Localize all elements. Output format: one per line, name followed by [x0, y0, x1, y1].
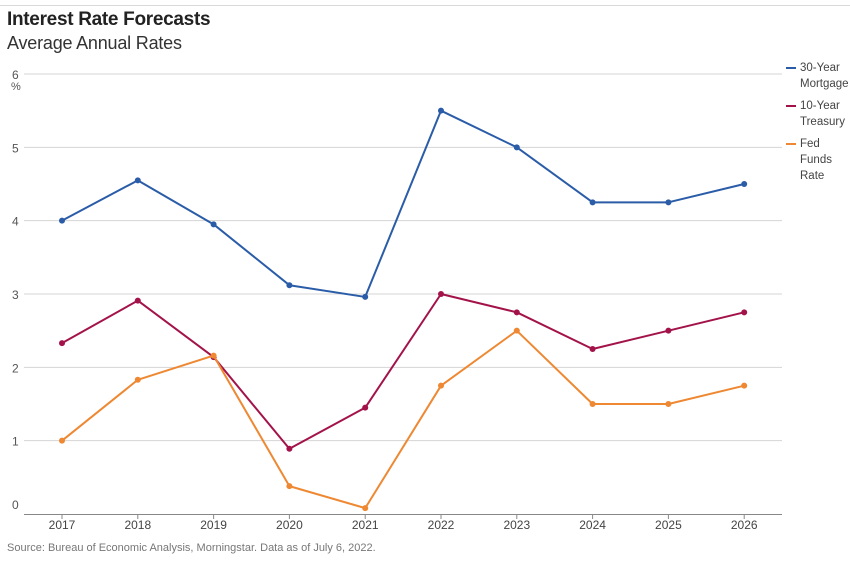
legend-item-treasury: 10-Year Treasury [786, 98, 850, 130]
y-tick-label-5: 5 [12, 141, 19, 155]
series-line-mortgage [61, 109, 746, 298]
chart-subtitle: Average Annual Rates [7, 33, 182, 53]
legend-item-fed-funds: Fed Funds Rate [786, 136, 850, 184]
legend-swatch-mortgage [786, 67, 796, 69]
x-tick-label-2019: 2019 [200, 518, 227, 532]
data-point-fed-funds-2020 [286, 483, 293, 490]
y-tick-label-1: 1 [12, 435, 19, 449]
chart-legend: 30-Year Mortgage 10-Year Treasury Fed Fu… [786, 60, 850, 190]
data-point-treasury-2022 [438, 291, 444, 297]
legend-label-mortgage: 30-Year Mortgage [800, 62, 849, 90]
data-point-mortgage-2023 [513, 144, 520, 151]
y-tick-label-0: 0 [12, 498, 19, 512]
series-treasury [59, 291, 748, 452]
data-point-fed-funds-2019 [210, 352, 217, 359]
data-point-treasury-2025 [665, 327, 672, 334]
top-rule [0, 5, 850, 6]
data-point-fed-funds-2026 [741, 382, 748, 389]
y-axis-unit: % [11, 81, 21, 93]
x-tick-label-2018: 2018 [124, 518, 151, 532]
data-point-mortgage-2019 [210, 221, 217, 228]
data-point-treasury-2018 [134, 297, 141, 304]
legend-swatch-treasury [786, 105, 796, 107]
legend-label-treasury: 10-Year Treasury [800, 100, 845, 128]
x-tick-label-2022: 2022 [428, 518, 455, 532]
data-point-treasury-2023 [513, 309, 520, 316]
data-point-fed-funds-2022 [438, 382, 444, 389]
data-point-fed-funds-2023 [513, 327, 520, 334]
series-line-fed-funds [61, 329, 746, 510]
data-point-mortgage-2025 [665, 199, 672, 206]
x-tick-label-2021: 2021 [352, 518, 379, 532]
source-note: Source: Bureau of Economic Analysis, Mor… [7, 542, 376, 554]
x-tick-label-2025: 2025 [655, 518, 682, 532]
data-point-treasury-2021 [362, 404, 369, 411]
y-tick-label-4: 4 [12, 215, 19, 229]
chart-title: Interest Rate Forecasts [7, 9, 211, 30]
data-point-treasury-2026 [741, 309, 748, 316]
data-point-mortgage-2024 [589, 199, 596, 206]
data-point-mortgage-2020 [286, 282, 293, 289]
series-fed-funds [59, 327, 748, 512]
data-point-mortgage-2018 [134, 177, 141, 184]
y-tick-label-6: 6 [12, 68, 19, 82]
legend-swatch-fed-funds [786, 143, 796, 145]
data-point-fed-funds-2025 [665, 401, 672, 407]
data-point-fed-funds-2021 [362, 505, 369, 512]
x-tick-label-2017: 2017 [49, 518, 76, 532]
y-tick-label-2: 2 [12, 361, 19, 375]
legend-item-mortgage: 30-Year Mortgage [786, 60, 850, 92]
x-tick-label-2020: 2020 [276, 518, 303, 532]
data-point-mortgage-2021 [362, 293, 369, 300]
x-tick-label-2023: 2023 [503, 518, 530, 532]
y-tick-label-3: 3 [12, 288, 19, 302]
data-point-mortgage-2017 [59, 217, 65, 224]
data-point-fed-funds-2017 [59, 437, 65, 444]
data-point-treasury-2020 [286, 445, 293, 452]
data-point-mortgage-2022 [438, 107, 444, 114]
data-point-treasury-2017 [59, 340, 65, 347]
series-line-treasury [61, 293, 746, 450]
series-mortgage [59, 107, 748, 300]
data-point-fed-funds-2024 [589, 401, 596, 407]
x-tick-label-2026: 2026 [731, 518, 758, 532]
data-point-treasury-2024 [589, 346, 596, 352]
legend-label-fed-funds: Fed Funds Rate [800, 138, 832, 182]
x-tick-label-2024: 2024 [579, 518, 606, 532]
data-point-fed-funds-2018 [134, 376, 141, 383]
data-point-mortgage-2026 [741, 181, 748, 187]
